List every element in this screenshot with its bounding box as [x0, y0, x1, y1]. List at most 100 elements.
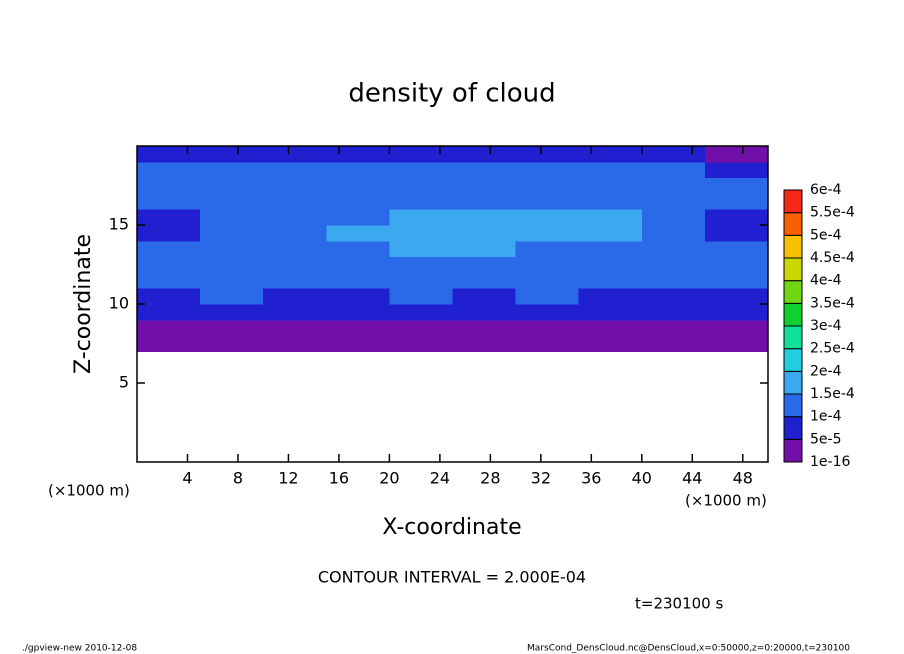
field-cell [326, 161, 390, 179]
field-cell [578, 209, 643, 226]
field-cell [641, 256, 706, 273]
field-cell [704, 193, 769, 210]
x-tick-label: 36 [581, 469, 601, 488]
field-cell [263, 193, 327, 210]
x-tick-label: 8 [233, 469, 243, 488]
field-cell [452, 335, 517, 352]
field-cell [200, 209, 264, 226]
field-cell [515, 193, 580, 210]
field-cell [641, 146, 706, 163]
field-cell [578, 225, 643, 242]
x-tick-label: 28 [480, 469, 500, 488]
field-cell [389, 225, 453, 242]
field-cell [515, 288, 580, 305]
field-cell [389, 177, 453, 194]
field-cell [326, 193, 390, 210]
field-cell [200, 146, 264, 163]
colorbar-label: 5e-4 [810, 227, 842, 243]
field-cell [452, 240, 517, 258]
field-cell [452, 319, 517, 337]
colorbar-label: 3e-4 [810, 318, 842, 334]
field-cell [137, 256, 201, 273]
field-cell [704, 225, 769, 242]
colorbar-label: 2.5e-4 [810, 341, 855, 357]
field-cell [326, 209, 390, 226]
field-cell [578, 177, 643, 194]
field-cell [326, 225, 390, 242]
colorbar-box [783, 393, 803, 418]
field-cell [389, 272, 453, 289]
field-cell [515, 319, 580, 337]
field-cell [200, 304, 264, 321]
chart-title: density of cloud [348, 79, 555, 109]
x-tick-label: 20 [379, 469, 399, 488]
y-tick-label: 15 [109, 215, 129, 234]
y-tick-label: 5 [119, 373, 129, 392]
field-cell [200, 272, 264, 289]
field-cell [515, 240, 580, 258]
field-cell [515, 272, 580, 289]
field-cell [515, 146, 580, 163]
field-cell [704, 272, 769, 289]
y-tick-label: 10 [109, 294, 129, 313]
field-cell [137, 193, 201, 210]
field-cell [137, 240, 201, 258]
field-cell [578, 146, 643, 163]
footer-right: MarsCond_DensCloud.nc@DensCloud,x=0:5000… [527, 644, 850, 654]
field-cell [578, 193, 643, 210]
field-cell [137, 209, 201, 226]
field-cell [452, 272, 517, 289]
field-cell [641, 288, 706, 305]
x-tick-label: 16 [329, 469, 349, 488]
field-cell [704, 240, 769, 258]
field-cell [326, 256, 390, 273]
field-cell [452, 193, 517, 210]
colorbar-label: 1e-16 [810, 454, 850, 470]
field-cell [200, 319, 264, 337]
field-cell [704, 304, 769, 321]
field-cell [389, 319, 453, 337]
field-cell [578, 256, 643, 273]
field-cell [578, 319, 643, 337]
field-cell [704, 319, 769, 337]
field-cell [515, 161, 580, 179]
y-axis-label: Z-coordinate [71, 234, 96, 374]
field-cell [515, 304, 580, 321]
field-cell [263, 304, 327, 321]
colorbar-box [783, 257, 803, 282]
colorbar-label: 3.5e-4 [810, 295, 855, 311]
field-cell [263, 209, 327, 226]
field-cell [704, 161, 769, 179]
field-cell [578, 335, 643, 352]
colorbar-box [783, 416, 803, 440]
field-cell [515, 177, 580, 194]
colorbar-box [783, 234, 803, 259]
colorbar-box [783, 438, 803, 463]
field-cell [389, 193, 453, 210]
field-cell [704, 335, 769, 352]
colorbar-label: 5.5e-4 [810, 205, 855, 221]
x-tick-label: 12 [278, 469, 298, 488]
field-cell [578, 288, 643, 305]
field-cell [452, 209, 517, 226]
field-cell [263, 288, 327, 305]
field-cell [641, 161, 706, 179]
contour-interval: CONTOUR INTERVAL = 2.000E-04 [318, 568, 586, 587]
field-cell [704, 177, 769, 194]
field-cell [389, 256, 453, 273]
x-axis-label: X-coordinate [382, 515, 521, 540]
field-cell [326, 146, 390, 163]
field-cell [389, 161, 453, 179]
field-cell [389, 304, 453, 321]
colorbar-box [783, 370, 803, 395]
field-cell [641, 225, 706, 242]
field-cell [704, 288, 769, 305]
x-unit: (×1000 m) [685, 492, 767, 510]
field-cell [641, 209, 706, 226]
colorbar-box [783, 189, 803, 214]
x-tick-label: 48 [733, 469, 753, 488]
x-tick-label: 40 [632, 469, 652, 488]
field-cell [263, 335, 327, 352]
field-cell [452, 288, 517, 305]
colorbar-box [783, 325, 803, 350]
